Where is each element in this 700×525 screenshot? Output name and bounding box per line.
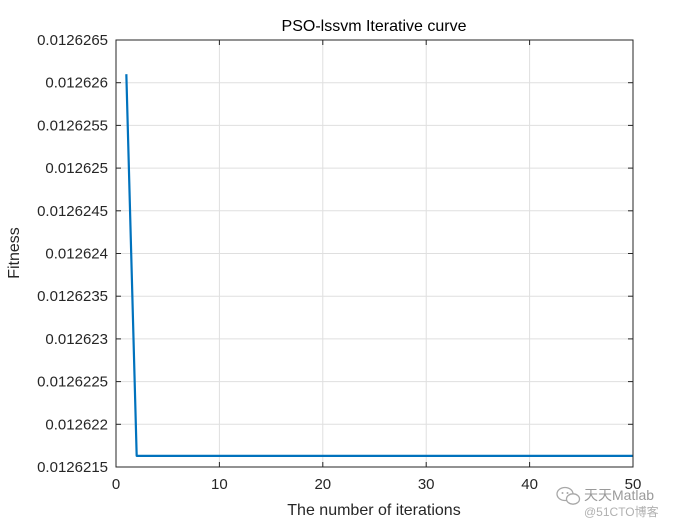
grid bbox=[116, 40, 633, 467]
x-axis-label: The number of iterations bbox=[287, 502, 460, 519]
x-tick-label: 10 bbox=[211, 476, 228, 493]
y-tick-label: 0.012622 bbox=[45, 416, 108, 433]
series-line bbox=[125, 74, 633, 457]
axis-ticks: 0 10 20 30 40 50 0.0126215 0.012622 0.0126225 0.0… bbox=[37, 32, 641, 493]
y-tick-label: 0.012626 bbox=[45, 75, 108, 92]
y-tick-label: 0.0126215 bbox=[37, 459, 108, 476]
x-tick-label: 30 bbox=[418, 476, 435, 493]
x-tick-label: 50 bbox=[625, 476, 642, 493]
wechat-icon bbox=[556, 486, 581, 505]
watermark-brand: 天天Matlab bbox=[584, 487, 654, 503]
y-tick-label: 0.0126265 bbox=[37, 32, 108, 49]
watermark-sub: @51CTO博客 bbox=[584, 504, 659, 519]
y-tick-label: 0.0126255 bbox=[37, 117, 108, 134]
y-tick-label: 0.012625 bbox=[45, 160, 108, 177]
y-tick-label: 0.012623 bbox=[45, 331, 108, 348]
x-tick-label: 0 bbox=[112, 476, 120, 493]
series-layer bbox=[125, 74, 633, 457]
x-tick-label: 40 bbox=[521, 476, 538, 493]
y-tick-label: 0.012624 bbox=[45, 246, 108, 263]
y-tick-label: 0.0126225 bbox=[37, 374, 108, 391]
watermark: 天天Matlab @51CTO博客 bbox=[556, 486, 659, 519]
y-tick-label: 0.0126235 bbox=[37, 288, 108, 305]
chart-title: PSO-lssvm Iterative curve bbox=[282, 18, 467, 35]
y-tick-label: 0.0126245 bbox=[37, 203, 108, 220]
y-axis-label: Fitness bbox=[6, 227, 23, 279]
x-tick-label: 20 bbox=[314, 476, 331, 493]
